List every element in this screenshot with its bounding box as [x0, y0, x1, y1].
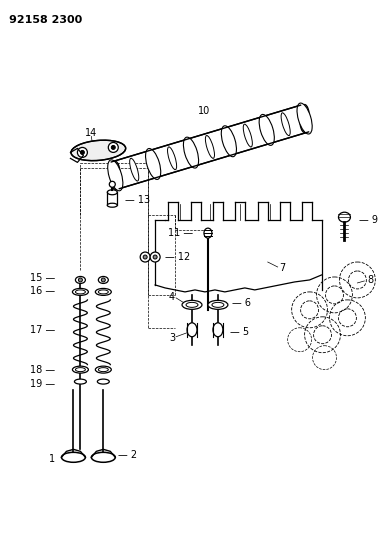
Ellipse shape — [168, 147, 177, 169]
Text: — 5: — 5 — [230, 327, 249, 337]
Ellipse shape — [213, 323, 223, 337]
Ellipse shape — [98, 277, 108, 284]
Text: — 9: — 9 — [359, 215, 378, 225]
Circle shape — [150, 252, 160, 262]
Circle shape — [108, 142, 118, 152]
Ellipse shape — [146, 149, 161, 180]
Ellipse shape — [97, 379, 109, 384]
Circle shape — [80, 150, 85, 155]
Circle shape — [143, 255, 147, 259]
Ellipse shape — [95, 366, 111, 373]
Text: 4: 4 — [169, 292, 175, 302]
Text: 17 —: 17 — — [30, 325, 56, 335]
Text: — 13: — 13 — [125, 195, 151, 205]
Ellipse shape — [221, 126, 237, 157]
Circle shape — [140, 252, 150, 262]
Text: 16 —: 16 — — [30, 286, 56, 296]
Circle shape — [78, 148, 87, 157]
Ellipse shape — [300, 104, 310, 133]
Ellipse shape — [73, 366, 88, 373]
Text: 15 —: 15 — — [30, 273, 56, 283]
Ellipse shape — [204, 228, 212, 238]
Text: 19 —: 19 — — [30, 378, 56, 389]
Ellipse shape — [110, 161, 120, 189]
Ellipse shape — [187, 323, 197, 337]
Text: 92158 2300: 92158 2300 — [8, 15, 82, 25]
Ellipse shape — [107, 190, 117, 195]
Ellipse shape — [95, 288, 111, 295]
Ellipse shape — [339, 212, 350, 222]
Text: 3: 3 — [169, 333, 175, 343]
Ellipse shape — [208, 301, 228, 309]
Ellipse shape — [108, 160, 123, 191]
Ellipse shape — [73, 288, 88, 295]
Ellipse shape — [107, 203, 117, 207]
Ellipse shape — [297, 103, 312, 134]
Text: — 6: — 6 — [232, 298, 251, 308]
Text: 14: 14 — [85, 128, 98, 139]
Circle shape — [111, 146, 115, 149]
Ellipse shape — [259, 115, 274, 146]
Circle shape — [78, 278, 82, 282]
Ellipse shape — [91, 453, 115, 462]
Ellipse shape — [205, 135, 215, 158]
Text: 7: 7 — [280, 263, 286, 273]
Ellipse shape — [74, 379, 86, 384]
Text: 18 —: 18 — — [30, 365, 56, 375]
Text: — 2: — 2 — [118, 450, 137, 461]
Ellipse shape — [71, 140, 126, 160]
Ellipse shape — [130, 158, 139, 181]
Ellipse shape — [75, 277, 85, 284]
Ellipse shape — [243, 124, 252, 147]
Text: 8: 8 — [367, 275, 374, 285]
Ellipse shape — [183, 137, 198, 168]
Text: — 12: — 12 — [165, 252, 190, 262]
Ellipse shape — [61, 453, 85, 462]
Text: 10: 10 — [198, 106, 210, 116]
Ellipse shape — [182, 301, 202, 309]
Circle shape — [109, 181, 115, 187]
Text: 11 —: 11 — — [168, 228, 193, 238]
Text: 1: 1 — [49, 454, 56, 464]
Circle shape — [153, 255, 157, 259]
Circle shape — [102, 278, 105, 282]
Ellipse shape — [281, 113, 290, 135]
